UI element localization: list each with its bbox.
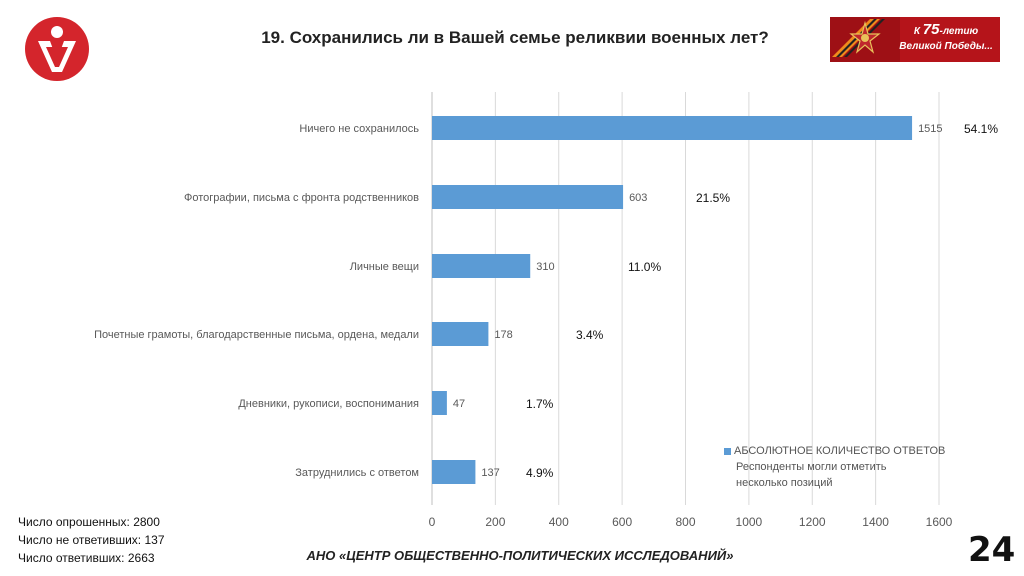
banner-text: К 75-летию Великой Победы... [896,22,996,54]
victory-banner: К 75-летию Великой Победы... [830,17,1000,62]
category-label: Затруднились с ответом [295,467,419,479]
percent-label: 21.5% [696,191,730,205]
x-tick-label: 400 [549,515,569,529]
percent-label: 54.1% [964,122,998,136]
logo-figure-inner [46,47,68,67]
category-label: Почетные грамоты, благодарственные письм… [94,329,419,341]
bar [432,460,476,484]
order-star-icon [830,17,900,62]
legend-swatch [724,447,731,455]
value-label: 1515 [918,123,942,135]
survey-notes: Число опрошенных: 2800 Число не ответивш… [18,513,165,567]
value-label: 137 [481,467,499,479]
chart-legend: АБСОЛЮТНОЕ КОЛИЧЕСТВО ОТВЕТОВ Респондент… [724,443,964,491]
category-label: Фотографии, письма с фронта родственнико… [184,192,419,204]
category-label: Дневники, рукописи, воспонимания [238,398,419,410]
x-tick-label: 0 [429,515,436,529]
x-tick-label: 1000 [736,515,763,529]
value-label: 310 [536,261,554,273]
percent-label: 3.4% [576,328,604,342]
category-label: Личные вещи [350,261,419,273]
x-tick-label: 1600 [926,515,953,529]
category-label: Ничего не сохранилось [299,123,419,135]
banner-line2: Великой Победы... [899,41,993,52]
note-surveyed: Число опрошенных: 2800 [18,515,160,529]
chart-title: 19. Сохранились ли в Вашей семье реликви… [261,28,769,47]
percent-label: 1.7% [526,397,554,411]
banner-prefix: К [913,26,921,37]
legend-note-1: Респонденты могли отметить [736,461,887,473]
organization-logo [25,17,89,81]
legend-series-label: АБСОЛЮТНОЕ КОЛИЧЕСТВО ОТВЕТОВ [734,445,946,457]
x-tick-label: 1400 [862,515,889,529]
value-label: 178 [494,329,512,341]
x-tick-label: 1200 [799,515,826,529]
logo-head-dot [51,26,63,38]
x-tick-label: 600 [612,515,632,529]
bar [432,254,531,278]
page-number: 24 [968,530,1016,570]
value-label: 603 [629,192,647,204]
legend-note-2: несколько позиций [736,477,833,489]
x-tick-label: 800 [675,515,695,529]
logo-circle [25,17,89,81]
bar [432,322,489,346]
bar [432,185,624,209]
note-not-answered: Число не ответивших: 137 [18,533,165,547]
percent-label: 4.9% [526,466,554,480]
bar [432,391,447,415]
banner-suffix: -летию [939,26,979,37]
footer-organization: АНО «ЦЕНТР ОБЩЕСТВЕННО-ПОЛИТИЧЕСКИХ ИССЛ… [306,548,734,563]
banner-number: 75 [922,21,940,38]
percent-label: 11.0% [628,260,661,274]
note-answered: Число ответивших: 2663 [18,551,155,565]
value-label: 47 [453,398,465,410]
x-tick-label: 200 [485,515,505,529]
bar [432,116,913,140]
